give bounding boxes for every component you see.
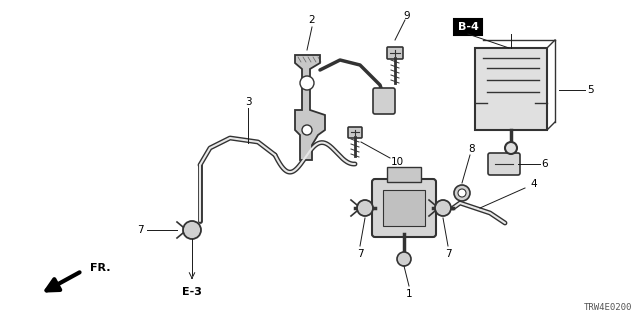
FancyBboxPatch shape <box>488 153 520 175</box>
Text: 2: 2 <box>308 15 316 25</box>
Circle shape <box>302 125 312 135</box>
Text: 1: 1 <box>406 289 412 299</box>
FancyBboxPatch shape <box>387 47 403 59</box>
Text: TRW4E0200: TRW4E0200 <box>584 303 632 312</box>
FancyBboxPatch shape <box>372 179 436 237</box>
Circle shape <box>454 185 470 201</box>
Text: 9: 9 <box>404 11 410 21</box>
Text: 7: 7 <box>445 249 451 259</box>
Text: 4: 4 <box>530 179 536 189</box>
Bar <box>387 167 421 182</box>
Text: 7: 7 <box>356 249 364 259</box>
FancyBboxPatch shape <box>348 127 362 138</box>
Circle shape <box>183 221 201 239</box>
Polygon shape <box>295 55 325 160</box>
Circle shape <box>300 76 314 90</box>
Circle shape <box>357 200 373 216</box>
Text: 10: 10 <box>390 157 404 167</box>
Circle shape <box>505 142 517 154</box>
Text: B-4: B-4 <box>458 22 479 32</box>
Bar <box>383 190 425 226</box>
Text: E-3: E-3 <box>182 287 202 297</box>
Bar <box>475 48 547 130</box>
Circle shape <box>458 189 466 197</box>
FancyBboxPatch shape <box>373 88 395 114</box>
Text: 6: 6 <box>541 159 548 169</box>
Circle shape <box>397 252 411 266</box>
Text: 5: 5 <box>587 85 593 95</box>
Text: 7: 7 <box>137 225 143 235</box>
Circle shape <box>435 200 451 216</box>
Text: FR.: FR. <box>90 263 111 273</box>
Text: 8: 8 <box>468 144 476 154</box>
Text: 3: 3 <box>244 97 252 107</box>
